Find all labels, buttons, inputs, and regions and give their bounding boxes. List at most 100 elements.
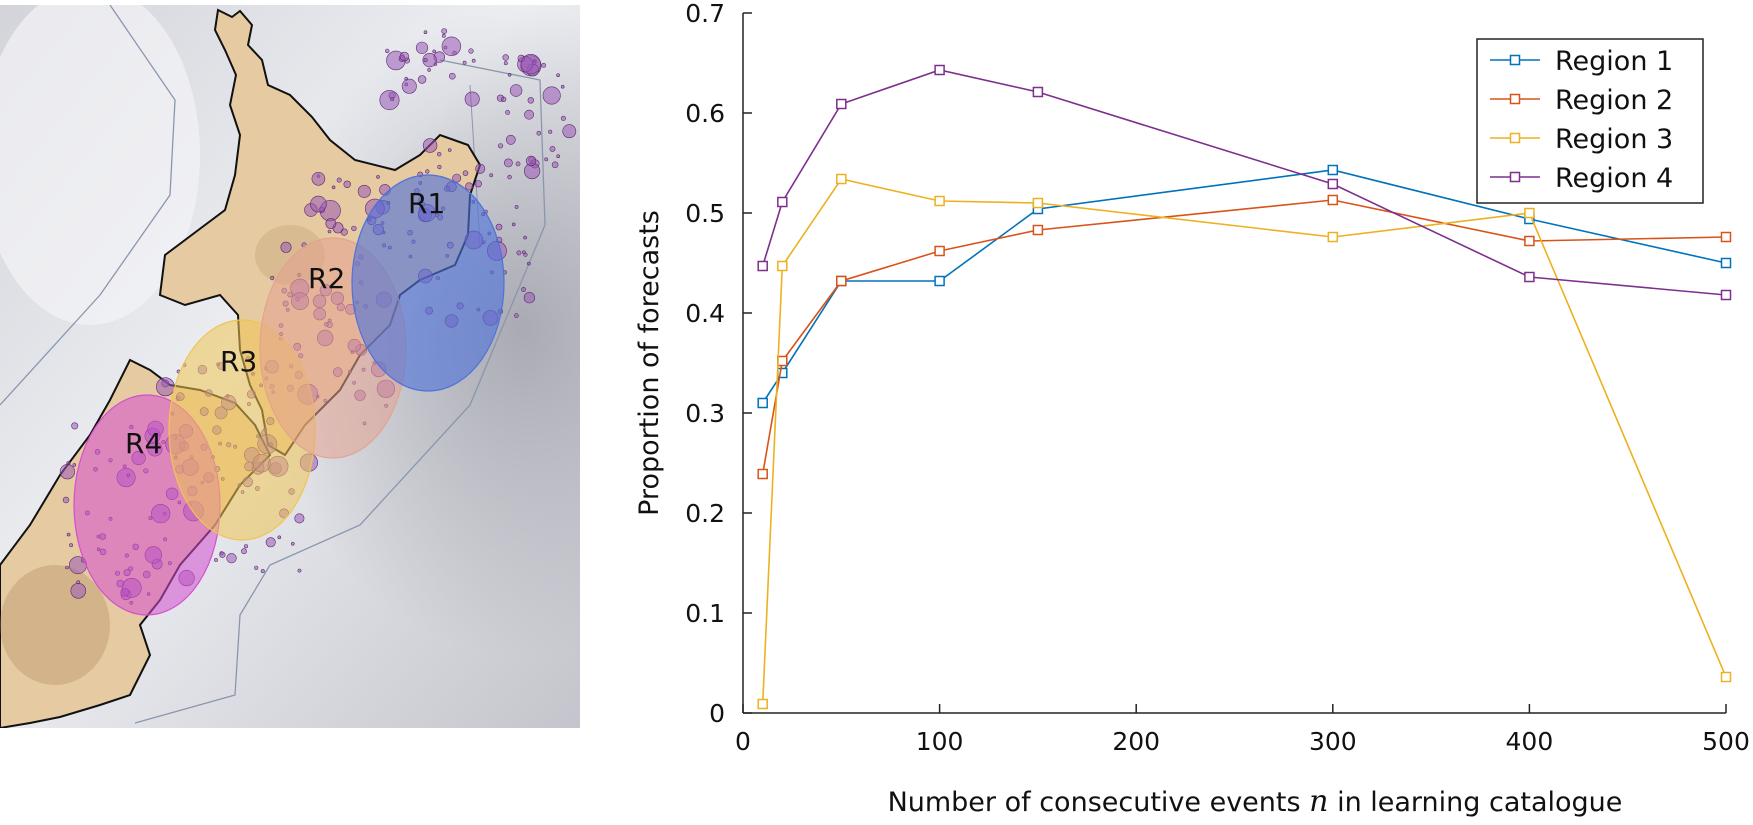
chart-legend: Region 1 Region 2 Region 3 Region 4 xyxy=(1476,38,1704,204)
data-point-marker xyxy=(1327,231,1339,243)
earthquake-event-marker xyxy=(514,205,519,209)
legend-item: Region 2 xyxy=(1490,85,1673,116)
legend-item: Region 3 xyxy=(1490,124,1673,155)
earthquake-event-marker xyxy=(311,172,326,186)
legend-label: Region 4 xyxy=(1555,163,1673,194)
earthquake-event-marker xyxy=(69,543,74,548)
earthquake-event-marker xyxy=(514,313,519,318)
data-point-marker xyxy=(934,245,945,257)
y-tick-label: 0.4 xyxy=(685,299,725,328)
data-point-marker xyxy=(777,196,788,208)
earthquake-event-marker xyxy=(522,250,526,254)
data-point-marker xyxy=(757,468,768,480)
earthquake-event-marker xyxy=(471,58,476,63)
earthquake-event-marker xyxy=(415,41,429,54)
legend-label: Region 2 xyxy=(1555,85,1673,116)
data-point-marker xyxy=(836,173,847,185)
earthquake-event-marker xyxy=(244,544,249,549)
earthquake-event-marker xyxy=(505,110,510,115)
data-point-marker xyxy=(836,98,847,110)
map-canvas: R1 R2 R3 R4 xyxy=(0,0,580,730)
earthquake-event-marker xyxy=(523,235,527,240)
x-tick-label: 400 xyxy=(1506,727,1554,756)
legend-label: Region 1 xyxy=(1555,46,1673,77)
earthquake-event-marker xyxy=(72,463,77,467)
x-ticks: 0 100 200 300 400 500 xyxy=(735,704,1750,756)
data-point-marker xyxy=(777,260,788,272)
earthquake-event-marker xyxy=(562,124,577,139)
x-axis-label: Number of consecutive events n in learni… xyxy=(888,784,1623,819)
earthquake-event-marker xyxy=(505,134,516,145)
x-tick-label: 200 xyxy=(1112,727,1160,756)
earthquake-event-marker xyxy=(541,63,547,68)
earthquake-event-marker xyxy=(560,84,565,89)
data-point-marker xyxy=(1720,257,1732,269)
earthquake-event-marker xyxy=(325,218,337,229)
legend-item: Region 4 xyxy=(1490,163,1673,194)
series-line xyxy=(761,199,1727,475)
legend-marker xyxy=(1509,93,1521,105)
earthquake-event-marker xyxy=(423,58,428,63)
data-point-marker xyxy=(1327,178,1339,190)
earthquake-event-marker xyxy=(447,148,452,152)
earthquake-event-marker xyxy=(297,568,302,573)
earthquake-event-marker xyxy=(336,177,342,183)
earthquake-event-marker xyxy=(544,157,549,162)
x-axis-label-suffix: in learning catalogue xyxy=(1337,787,1622,818)
earthquake-event-marker xyxy=(277,535,282,540)
data-point-marker xyxy=(1032,224,1044,236)
x-tick-label: 100 xyxy=(916,727,964,756)
y-tick-label: 0.3 xyxy=(685,399,725,428)
earthquake-event-marker xyxy=(527,261,531,266)
legend-marker xyxy=(1509,171,1521,183)
earthquake-event-marker xyxy=(527,97,534,104)
y-tick-label: 0.6 xyxy=(685,99,725,128)
earthquake-event-marker xyxy=(502,54,509,61)
earthquake-event-marker xyxy=(343,180,351,189)
data-point-marker xyxy=(934,195,945,207)
earthquake-event-marker xyxy=(515,161,521,167)
earthquake-event-marker xyxy=(495,223,503,231)
earthquake-event-marker xyxy=(422,138,438,153)
earthquake-event-marker xyxy=(390,97,395,102)
data-point-marker xyxy=(757,260,768,272)
earthquake-event-marker xyxy=(425,169,430,174)
region-label-r3: R3 xyxy=(220,345,257,378)
earthquake-event-marker xyxy=(280,241,292,253)
series-4 xyxy=(757,64,1732,301)
data-point-marker xyxy=(1524,207,1535,219)
earthquake-event-marker xyxy=(464,91,480,107)
earthquake-event-marker xyxy=(462,170,469,176)
forecast-proportion-chart: 0 100 200 300 400 500 0 0.1 0.2 0.3 0.4 0.5 0.6 0.7 … xyxy=(600,0,1753,821)
earthquake-event-marker xyxy=(503,61,508,66)
earthquake-event-marker xyxy=(401,78,417,94)
x-tick-label: 500 xyxy=(1702,727,1750,756)
earthquake-event-marker xyxy=(62,496,70,504)
earthquake-event-marker xyxy=(474,180,482,188)
chart-axes xyxy=(742,13,1726,714)
earthquake-event-marker xyxy=(270,275,275,280)
chart-canvas: 0 100 200 300 400 500 00.10.20.30.40.50.60.7 … xyxy=(634,0,1750,819)
earthquake-event-marker xyxy=(310,195,327,213)
y-tick-label: 0.2 xyxy=(685,499,725,528)
data-point-marker xyxy=(934,64,945,76)
x-axis-label-prefix: Number of consecutive events xyxy=(888,787,1301,818)
earthquake-event-marker xyxy=(560,115,566,121)
earthquake-event-marker xyxy=(437,164,442,170)
data-point-marker xyxy=(1032,197,1044,209)
earthquake-event-marker xyxy=(417,75,427,84)
data-point-marker xyxy=(934,275,945,287)
earthquake-event-marker xyxy=(331,185,336,190)
legend-marker xyxy=(1509,132,1521,144)
legend-label: Region 3 xyxy=(1555,124,1673,155)
data-point-marker xyxy=(1720,289,1732,301)
earthquake-event-marker xyxy=(66,532,71,537)
earthquake-event-marker xyxy=(511,222,516,227)
series-lines xyxy=(757,64,1732,710)
y-ticks: 0 0.1 0.2 0.3 0.4 0.5 0.6 0.7 xyxy=(685,0,752,728)
earthquake-event-marker xyxy=(70,582,87,599)
data-point-marker xyxy=(757,397,768,409)
earthquake-event-marker xyxy=(516,250,522,256)
series-line xyxy=(761,178,1727,705)
earthquake-event-marker xyxy=(423,30,428,35)
